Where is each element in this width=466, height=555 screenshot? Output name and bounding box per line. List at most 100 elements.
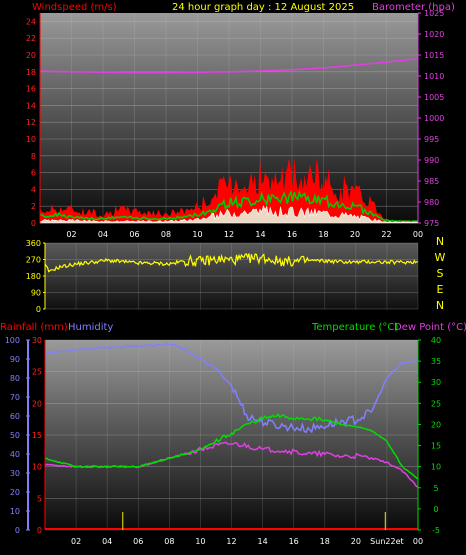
barometer-tick-label: 1020 (424, 30, 444, 39)
direction-series (44, 252, 419, 273)
humidity-tick-label: 60 (10, 412, 20, 421)
humidity-tick-label: 70 (10, 393, 20, 402)
windspeed-tick-label: 12 (26, 118, 36, 127)
wind-baro-series (39, 58, 419, 224)
humidity-axis-label: Humidity (68, 322, 113, 333)
time-tick-label: 22 (381, 230, 391, 239)
humidity-tick-label: 80 (10, 374, 20, 383)
barometer-tick-label: 990 (424, 156, 439, 165)
dewpoint-line (44, 441, 419, 488)
windspeed-tick-label: 0 (31, 219, 36, 228)
wind-calm-area (39, 205, 419, 224)
barometer-axis-label: Barometer (hpa) (372, 2, 455, 13)
time-tick-label: 12 (224, 230, 234, 239)
barometer-tick-label: 995 (424, 135, 439, 144)
time-tick-label: 12 (226, 537, 236, 546)
time-tick-label: 18 (320, 537, 330, 546)
windspeed-tick-label: 10 (26, 135, 36, 144)
temperature-tick-label: -5 (432, 526, 440, 535)
rainfall-tick-label: 5 (37, 494, 42, 503)
rainfall-tick-label: 30 (32, 336, 42, 345)
compass-label: W (435, 251, 446, 264)
compass-label: E (437, 283, 444, 296)
rainfall-tick-label: 20 (32, 399, 42, 408)
wind-baro-panel: 0246810121416182022249759809859909951000… (26, 2, 455, 239)
time-tick-label: 06 (129, 230, 139, 239)
rainfall-tick-label: 0 (37, 526, 42, 535)
time-tick-label: 02 (66, 230, 76, 239)
direction-tick-label: 270 (26, 256, 41, 265)
humidity-tick-label: 100 (5, 336, 20, 345)
time-tick-label: 14 (257, 537, 267, 546)
temperature-tick-label: 30 (431, 378, 441, 387)
windspeed-tick-label: 20 (26, 51, 36, 60)
time-tick-label: 00 (413, 537, 423, 546)
direction-tick-label: 180 (26, 272, 41, 281)
barometer-tick-label: 980 (424, 198, 439, 207)
rainfall-tick-label: 10 (32, 463, 42, 472)
temperature-tick-label: 10 (431, 463, 441, 472)
compass-label: N (436, 299, 444, 312)
temperature-tick-label: 0 (433, 505, 438, 514)
compass-label: N (436, 235, 444, 248)
time-tick-label: 02 (71, 537, 81, 546)
rain-temp-panel: 0102030405060708090100051015202530-50510… (0, 322, 466, 546)
rainfall-tick-label: 25 (32, 368, 42, 377)
time-tick-label: 20 (351, 537, 361, 546)
barometer-tick-label: 1015 (424, 51, 444, 60)
barometer-tick-label: 1000 (424, 114, 444, 123)
direction-tick-label: 90 (31, 289, 41, 298)
time-tick-label: 04 (102, 537, 112, 546)
rainfall-axis-label: Rainfall (mm) (0, 322, 68, 333)
wind-average-line (39, 189, 419, 223)
time-tick-label: 18 (318, 230, 328, 239)
time-tick-label: 08 (161, 230, 171, 239)
humidity-tick-label: 10 (10, 507, 20, 516)
time-tick-label: 16 (287, 230, 297, 239)
time-tick-label: 20 (350, 230, 360, 239)
graph-title: 24 hour graph day : 12 August 2025 (172, 2, 354, 13)
temperature-axis-label: Temperature (°C) (311, 322, 398, 333)
windspeed-tick-label: 2 (31, 202, 36, 211)
direction-tick-label: 0 (36, 305, 41, 314)
humidity-tick-label: 20 (10, 488, 20, 497)
windspeed-tick-label: 14 (26, 101, 36, 110)
temperature-tick-label: 40 (431, 336, 441, 345)
direction-grid (45, 242, 419, 310)
temperature-tick-label: 5 (433, 484, 438, 493)
barometer-tick-label: 1005 (424, 93, 444, 102)
temperature-tick-label: 20 (431, 420, 441, 429)
rain-temp-series (44, 342, 419, 530)
temperature-line (44, 413, 419, 480)
barometer-tick-label: 1010 (424, 72, 444, 81)
windspeed-tick-label: 8 (31, 152, 36, 161)
humidity-tick-label: 30 (10, 469, 20, 478)
barometer-tick-label: 975 (424, 219, 439, 228)
humidity-tick-label: 50 (10, 431, 20, 440)
windspeed-tick-label: 24 (26, 17, 36, 26)
rain-temp-ticks: 0102030405060708090100051015202530-50510… (5, 336, 441, 546)
windspeed-tick-label: 18 (26, 68, 36, 77)
temperature-tick-label: 15 (431, 442, 441, 451)
temperature-tick-label: 25 (431, 399, 441, 408)
humidity-tick-label: 0 (15, 526, 20, 535)
direction-tick-label: 360 (26, 239, 41, 248)
time-tick-label: 00 (413, 230, 423, 239)
windspeed-tick-label: 16 (26, 85, 36, 94)
wind-gust-area (40, 157, 418, 223)
wind-direction-trace (44, 252, 419, 273)
barometer-tick-label: 1025 (424, 9, 444, 18)
windspeed-tick-label: 6 (31, 169, 36, 178)
windspeed-tick-label: 4 (31, 185, 36, 194)
temperature-tick-label: 35 (431, 357, 441, 366)
time-tick-label: Sun22et (370, 537, 403, 546)
humidity-line (44, 342, 419, 434)
barometer-tick-label: 985 (424, 177, 439, 186)
time-tick-label: 16 (289, 537, 299, 546)
time-tick-label: 04 (98, 230, 108, 239)
humidity-tick-label: 40 (10, 450, 20, 459)
wind-baro-ticks: 0246810121416182022249759809859909951000… (26, 9, 445, 239)
